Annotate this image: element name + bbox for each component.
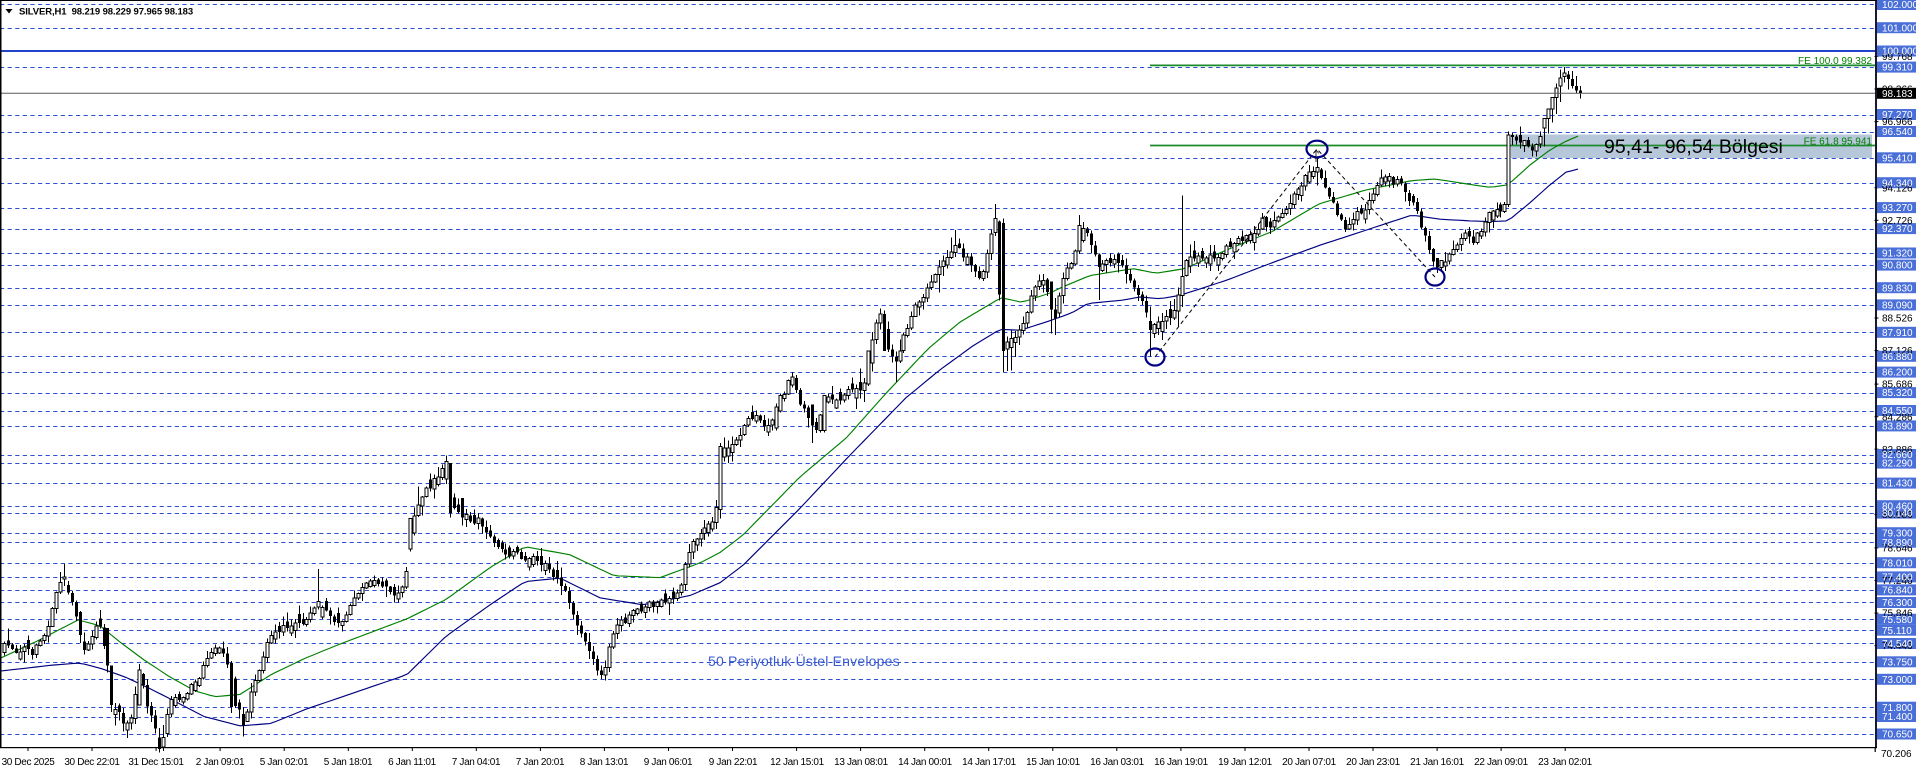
svg-text:FE 61.8 95.941: FE 61.8 95.941 xyxy=(1804,136,1873,147)
svg-text:76.840: 76.840 xyxy=(1882,586,1913,597)
svg-text:97.270: 97.270 xyxy=(1882,110,1913,121)
svg-text:FE 100.0 99.382: FE 100.0 99.382 xyxy=(1798,56,1872,67)
svg-text:89.830: 89.830 xyxy=(1882,283,1913,294)
svg-text:95.410: 95.410 xyxy=(1882,153,1913,164)
svg-text:80.460: 80.460 xyxy=(1882,501,1913,512)
svg-text:82.290: 82.290 xyxy=(1882,459,1913,470)
svg-text:82.660: 82.660 xyxy=(1882,450,1913,461)
svg-text:87.126: 87.126 xyxy=(1882,346,1913,357)
svg-text:9 Jan 22:01: 9 Jan 22:01 xyxy=(709,757,758,768)
svg-text:79.300: 79.300 xyxy=(1882,528,1913,539)
svg-text:5 Jan 18:01: 5 Jan 18:01 xyxy=(324,757,373,768)
svg-text:96.540: 96.540 xyxy=(1882,127,1913,138)
svg-text:73.000: 73.000 xyxy=(1882,675,1913,686)
svg-text:71.400: 71.400 xyxy=(1882,712,1913,723)
svg-text:85.320: 85.320 xyxy=(1882,388,1913,399)
svg-text:100.000: 100.000 xyxy=(1882,47,1916,58)
svg-text:76.300: 76.300 xyxy=(1882,598,1913,609)
svg-text:88.526: 88.526 xyxy=(1882,314,1913,325)
svg-text:9 Jan 06:01: 9 Jan 06:01 xyxy=(644,757,693,768)
svg-text:23 Jan 02:01: 23 Jan 02:01 xyxy=(1538,757,1592,768)
svg-text:22 Jan 09:01: 22 Jan 09:01 xyxy=(1474,757,1528,768)
svg-text:2 Jan 09:01: 2 Jan 09:01 xyxy=(196,757,245,768)
svg-text:95,41- 96,54 Bölgesi: 95,41- 96,54 Bölgesi xyxy=(1604,136,1783,158)
svg-text:84.286: 84.286 xyxy=(1882,412,1913,423)
svg-text:82.886: 82.886 xyxy=(1882,445,1913,456)
svg-text:SILVER,H1 98.219 98.229 97.96: SILVER,H1 98.219 98.229 97.965 98.183 xyxy=(19,6,193,17)
svg-text:78.890: 78.890 xyxy=(1882,538,1913,549)
svg-text:74.540: 74.540 xyxy=(1882,639,1913,650)
svg-text:92.370: 92.370 xyxy=(1882,224,1913,235)
svg-text:80.086: 80.086 xyxy=(1882,510,1913,521)
svg-text:30 Dec 22:01: 30 Dec 22:01 xyxy=(64,757,120,768)
svg-text:96.966: 96.966 xyxy=(1882,117,1913,128)
svg-text:7 Jan 04:01: 7 Jan 04:01 xyxy=(452,757,501,768)
svg-text:14 Jan 17:01: 14 Jan 17:01 xyxy=(962,757,1016,768)
svg-text:102.000: 102.000 xyxy=(1882,0,1916,11)
svg-text:20 Jan 23:01: 20 Jan 23:01 xyxy=(1346,757,1400,768)
svg-text:30 Dec 2025: 30 Dec 2025 xyxy=(2,757,56,768)
svg-text:14 Jan 00:01: 14 Jan 00:01 xyxy=(898,757,952,768)
svg-text:87.910: 87.910 xyxy=(1882,328,1913,339)
svg-text:13 Jan 08:01: 13 Jan 08:01 xyxy=(834,757,888,768)
svg-text:7 Jan 20:01: 7 Jan 20:01 xyxy=(516,757,565,768)
svg-text:21 Jan 16:01: 21 Jan 16:01 xyxy=(1410,757,1464,768)
svg-text:6 Jan 11:01: 6 Jan 11:01 xyxy=(388,757,436,768)
svg-text:15 Jan 10:01: 15 Jan 10:01 xyxy=(1026,757,1080,768)
svg-text:77.246: 77.246 xyxy=(1882,576,1913,587)
svg-text:77.400: 77.400 xyxy=(1882,573,1913,584)
svg-text:94.126: 94.126 xyxy=(1882,183,1913,194)
svg-text:31 Dec 15:01: 31 Dec 15:01 xyxy=(128,757,184,768)
svg-text:5 Jan 02:01: 5 Jan 02:01 xyxy=(260,757,309,768)
svg-text:89.090: 89.090 xyxy=(1882,301,1913,312)
svg-text:70.650: 70.650 xyxy=(1882,730,1913,741)
svg-text:75.846: 75.846 xyxy=(1882,609,1913,620)
svg-text:81.430: 81.430 xyxy=(1882,479,1913,490)
svg-text:75.580: 75.580 xyxy=(1882,615,1913,626)
svg-text:74.446: 74.446 xyxy=(1882,641,1913,652)
svg-text:73.750: 73.750 xyxy=(1882,657,1913,668)
svg-text:83.890: 83.890 xyxy=(1882,422,1913,433)
svg-text:75.110: 75.110 xyxy=(1882,626,1912,637)
svg-text:92.726: 92.726 xyxy=(1882,216,1913,227)
svg-text:70.206: 70.206 xyxy=(1881,749,1912,760)
svg-text:19 Jan 12:01: 19 Jan 12:01 xyxy=(1218,757,1272,768)
svg-text:99.768: 99.768 xyxy=(1882,52,1913,63)
svg-text:85.686: 85.686 xyxy=(1882,380,1913,391)
svg-text:90.800: 90.800 xyxy=(1882,261,1913,272)
svg-text:16 Jan 03:01: 16 Jan 03:01 xyxy=(1090,757,1144,768)
svg-text:99.310: 99.310 xyxy=(1882,63,1913,74)
svg-text:78.010: 78.010 xyxy=(1882,558,1913,569)
svg-text:101.000: 101.000 xyxy=(1882,23,1916,34)
svg-text:78.646: 78.646 xyxy=(1882,544,1913,555)
svg-text:91.320: 91.320 xyxy=(1882,249,1913,260)
svg-text:50 Periyotluk Üstel Envelopes: 50 Periyotluk Üstel Envelopes xyxy=(708,652,900,669)
svg-text:86.200: 86.200 xyxy=(1882,368,1913,379)
svg-text:93.270: 93.270 xyxy=(1882,203,1913,214)
svg-text:86.880: 86.880 xyxy=(1882,352,1913,363)
svg-text:16 Jan 19:01: 16 Jan 19:01 xyxy=(1154,757,1208,768)
svg-text:71.800: 71.800 xyxy=(1882,703,1913,714)
svg-text:80.140: 80.140 xyxy=(1882,509,1913,520)
svg-text:94.340: 94.340 xyxy=(1882,178,1913,189)
svg-text:98.183: 98.183 xyxy=(1882,89,1913,100)
svg-text:8 Jan 13:01: 8 Jan 13:01 xyxy=(580,757,629,768)
svg-text:84.550: 84.550 xyxy=(1882,406,1913,417)
svg-text:12 Jan 15:01: 12 Jan 15:01 xyxy=(770,757,824,768)
svg-text:98.366: 98.366 xyxy=(1882,85,1913,96)
svg-text:20 Jan 07:01: 20 Jan 07:01 xyxy=(1282,757,1336,768)
